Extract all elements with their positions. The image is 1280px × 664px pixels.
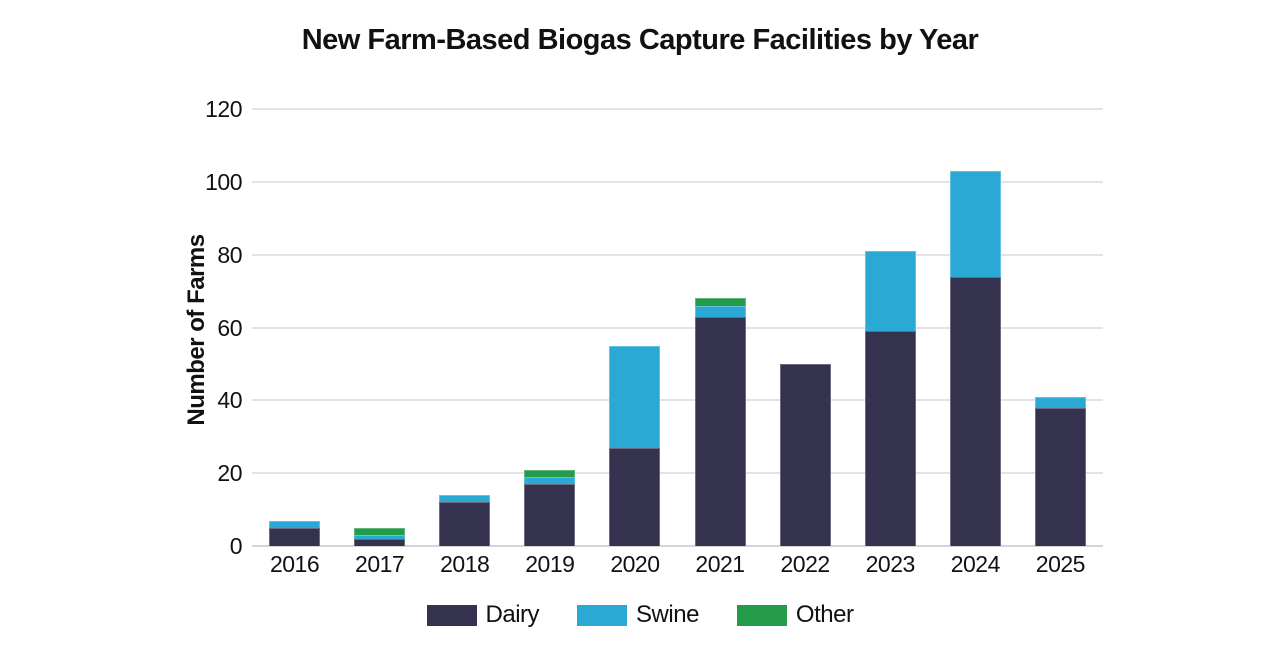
stacked-bar-2018 (439, 495, 491, 546)
gridline (252, 399, 1103, 402)
bar-slot (252, 109, 337, 546)
swine-segment (354, 535, 406, 539)
swine-segment (269, 520, 321, 528)
y-tick-label: 60 (217, 314, 242, 341)
stacked-bar-2016 (269, 520, 321, 546)
dairy-segment (779, 363, 831, 546)
dairy-segment (694, 316, 746, 546)
chart-title: New Farm-Based Biogas Capture Facilities… (301, 24, 979, 56)
legend: Dairy Swine Other (0, 601, 1280, 629)
legend-item-dairy: Dairy (426, 601, 540, 629)
x-tick-label: 2023 (865, 551, 916, 577)
swine-segment (439, 495, 491, 503)
gridline (252, 326, 1103, 329)
dairy-segment (864, 331, 916, 546)
bar-slot (422, 109, 507, 546)
legend-label: Other (795, 601, 854, 628)
bar-slot (677, 109, 762, 546)
x-axis-tick-labels: 2016 2017 2018 2019 2020 2021 2022 2023 2024 2025 (252, 551, 1103, 578)
gridline (252, 180, 1103, 183)
other-segment (694, 298, 746, 306)
x-tick-label: 2025 (1035, 551, 1086, 577)
x-tick-label: 2022 (780, 551, 831, 577)
swine-segment (864, 251, 916, 332)
bar-slot (507, 109, 592, 546)
swine-segment (1034, 396, 1086, 408)
swine-segment (949, 170, 1001, 277)
x-tick-label: 2016 (269, 551, 320, 577)
y-axis-tick-labels: 0 20 40 60 80 100 120 (0, 0, 242, 600)
bar-slot (1018, 109, 1103, 546)
other-segment (354, 527, 406, 536)
dairy-segment (609, 447, 661, 546)
legend-swatch-other (736, 604, 787, 626)
stacked-bar-2020 (609, 345, 661, 546)
swine-segment (609, 345, 661, 448)
gridline (252, 472, 1103, 475)
bar-slot (933, 109, 1018, 546)
swine-segment (694, 305, 746, 317)
stacked-bar-2024 (949, 170, 1001, 546)
x-axis-line (252, 545, 1103, 547)
gridline (252, 108, 1103, 110)
legend-swatch-swine (577, 604, 628, 626)
other-segment (524, 469, 576, 477)
x-tick-label: 2020 (610, 551, 660, 577)
x-tick-label: 2019 (525, 551, 575, 577)
legend-item-swine: Swine (577, 601, 699, 629)
legend-label: Dairy (485, 601, 540, 628)
swine-segment (524, 476, 576, 485)
dairy-segment (1034, 407, 1086, 546)
x-tick-label: 2021 (695, 551, 745, 577)
dairy-segment (269, 527, 321, 546)
x-tick-label: 2017 (355, 551, 405, 577)
bar-slot (337, 109, 422, 546)
y-tick-label: 20 (217, 460, 242, 487)
dairy-segment (439, 502, 491, 546)
y-tick-label: 100 (205, 168, 242, 195)
y-tick-label: 0 (229, 533, 243, 559)
dairy-segment (949, 276, 1001, 546)
bar-slot (848, 109, 933, 546)
dairy-segment (354, 538, 406, 546)
stacked-bar-2023 (864, 251, 916, 546)
y-tick-label: 120 (205, 96, 242, 122)
stacked-bar-2022 (779, 363, 831, 546)
legend-swatch-dairy (426, 604, 477, 626)
bar-slot (592, 109, 677, 546)
y-tick-label: 40 (217, 387, 242, 414)
x-tick-label: 2024 (950, 551, 1001, 577)
stacked-bar-2019 (524, 469, 576, 546)
plot-area (252, 108, 1103, 547)
dairy-segment (524, 484, 576, 546)
stacked-bar-2021 (694, 298, 746, 546)
y-tick-label: 80 (217, 241, 242, 268)
stacked-bar-2017 (354, 527, 406, 546)
stacked-bar-2025 (1034, 396, 1086, 546)
legend-item-other: Other (736, 601, 854, 629)
gridline (252, 253, 1103, 256)
bar-slot (763, 109, 848, 546)
bar-series (252, 109, 1103, 546)
x-tick-label: 2018 (440, 551, 490, 577)
legend-label: Swine (636, 601, 699, 628)
